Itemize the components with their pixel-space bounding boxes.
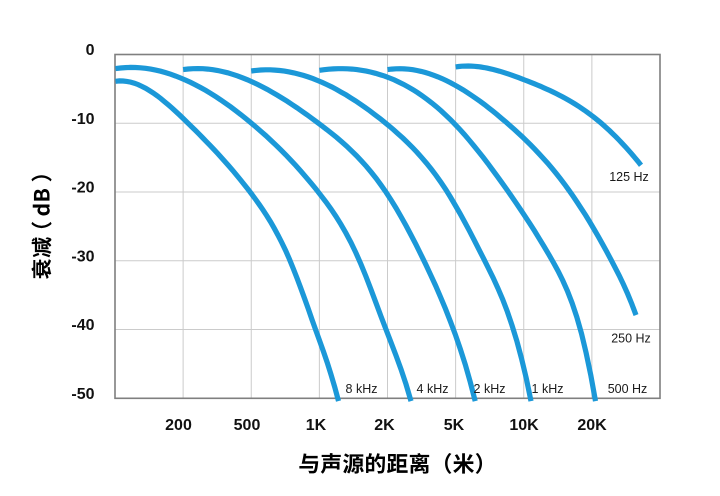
svg-text:20K: 20K — [577, 417, 607, 434]
svg-text:8 kHz: 8 kHz — [346, 382, 378, 396]
svg-text:1 kHz: 1 kHz — [532, 382, 564, 396]
svg-text:500 Hz: 500 Hz — [608, 382, 648, 396]
svg-text:-20: -20 — [71, 180, 94, 197]
svg-text:125 Hz: 125 Hz — [609, 170, 649, 184]
svg-text:-40: -40 — [71, 317, 94, 334]
svg-text:0: 0 — [86, 42, 95, 59]
svg-text:5K: 5K — [444, 417, 465, 434]
svg-text:-30: -30 — [71, 248, 94, 265]
svg-text:1K: 1K — [306, 417, 327, 434]
svg-text:4 kHz: 4 kHz — [417, 382, 449, 396]
svg-text:2 kHz: 2 kHz — [474, 382, 506, 396]
svg-text:-10: -10 — [71, 111, 94, 128]
svg-text:200: 200 — [165, 417, 192, 434]
svg-text:250 Hz: 250 Hz — [611, 332, 651, 346]
svg-text:2K: 2K — [374, 417, 395, 434]
svg-text:10K: 10K — [509, 417, 539, 434]
svg-text:500: 500 — [234, 417, 261, 434]
svg-text:-50: -50 — [71, 386, 94, 403]
